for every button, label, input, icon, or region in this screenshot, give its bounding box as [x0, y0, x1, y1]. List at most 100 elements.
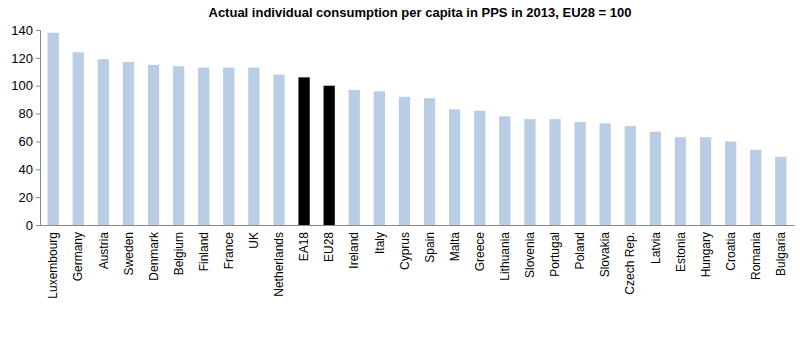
bar	[223, 68, 234, 225]
x-tick-label: Croatia	[724, 232, 738, 271]
x-tick: Italy	[373, 232, 387, 254]
bar	[574, 122, 585, 225]
x-tick-label: Romania	[749, 232, 763, 280]
y-tick: 120	[11, 51, 40, 66]
x-tick-label: Luxembourg	[46, 232, 60, 299]
x-tick-label: Bulgaria	[774, 232, 788, 276]
x-tick-label: Lithuania	[498, 232, 512, 281]
x-tick-label: Latvia	[649, 232, 663, 264]
x-tick-label: France	[222, 232, 236, 270]
x-tick: Finland	[197, 232, 211, 271]
y-tick-mark	[36, 58, 40, 59]
bar	[675, 137, 686, 225]
x-tick: Luxembourg	[46, 232, 60, 299]
x-tick: Latvia	[649, 232, 663, 264]
bar	[73, 52, 84, 225]
x-tick-label: Sweden	[122, 232, 136, 275]
y-tick-label: 100	[11, 78, 33, 93]
title: Actual individual consumption per capita…	[209, 5, 632, 20]
x-tick: Ireland	[347, 232, 361, 269]
x-axis: Luxembourg Germany Austria Sweden Denmark Bel…	[41, 226, 795, 299]
x-tick: Denmark	[147, 231, 161, 281]
x-tick-label: Czech Rep.	[623, 232, 637, 295]
x-tick: Romania	[749, 232, 763, 280]
x-tick-label: Greece	[473, 232, 487, 272]
bar	[499, 116, 510, 225]
x-tick-label: Denmark	[147, 231, 161, 281]
y-tick-label: 60	[19, 134, 33, 149]
x-tick: EU28	[322, 232, 336, 262]
x-axis-line	[41, 225, 795, 226]
bar	[248, 68, 259, 225]
y-tick-label: 20	[19, 190, 33, 205]
x-tick: Czech Rep.	[623, 232, 637, 295]
bar	[650, 132, 661, 225]
y-tick-label: 40	[19, 162, 33, 177]
x-tick-label: EA18	[297, 232, 311, 262]
y-tick: 60	[19, 134, 40, 149]
bar	[198, 68, 209, 225]
bar	[48, 33, 59, 225]
y-tick: 140	[11, 23, 40, 38]
x-tick: Germany	[71, 232, 85, 281]
x-tick: Portugal	[548, 232, 562, 277]
bar	[98, 59, 109, 225]
y-tick-mark	[36, 141, 40, 142]
bar	[349, 90, 360, 225]
x-tick: France	[222, 232, 236, 270]
x-tick: Cyprus	[398, 232, 412, 270]
x-tick-label: UK	[247, 232, 261, 249]
y-tick: 40	[19, 162, 40, 177]
bar	[625, 126, 636, 225]
bar	[524, 119, 535, 225]
x-tick: Austria	[97, 232, 111, 270]
x-tick-label: Hungary	[699, 232, 713, 277]
x-tick-label: Slovenia	[523, 232, 537, 278]
bar	[123, 62, 134, 225]
x-tick-label: Austria	[97, 232, 111, 270]
x-tick: Sweden	[122, 232, 136, 275]
y-tick: 100	[11, 78, 40, 93]
y-tick-label: 0	[26, 218, 33, 233]
bar	[324, 86, 335, 225]
bar	[700, 137, 711, 225]
y-tick-mark	[36, 114, 40, 115]
x-tick: Croatia	[724, 232, 738, 271]
y-tick-mark	[36, 169, 40, 170]
x-tick-label: Germany	[71, 232, 85, 281]
x-tick: Slovakia	[598, 232, 612, 278]
x-tick-label: Spain	[423, 232, 437, 263]
bar	[474, 111, 485, 225]
bar	[399, 97, 410, 225]
y-tick-label: 120	[11, 51, 33, 66]
y-tick-mark	[36, 86, 40, 87]
x-tick: Belgium	[172, 232, 186, 275]
x-tick-label: Slovakia	[598, 232, 612, 278]
x-tick-label: Netherlands	[272, 232, 286, 297]
bar	[424, 98, 435, 225]
bar	[600, 123, 611, 225]
x-tick-label: Italy	[373, 232, 387, 254]
bars	[48, 33, 787, 225]
y-tick-label: 80	[19, 106, 33, 121]
x-tick: Estonia	[674, 232, 688, 272]
x-tick: Netherlands	[272, 232, 286, 297]
x-tick-label: Belgium	[172, 232, 186, 275]
y-tick: 80	[19, 106, 40, 121]
bar	[374, 91, 385, 225]
y-tick: 0	[26, 218, 40, 233]
x-tick: Malta	[448, 232, 462, 262]
x-tick: Poland	[573, 232, 587, 269]
bar	[725, 141, 736, 225]
y-tick-mark	[36, 225, 40, 226]
y-tick-mark	[36, 197, 40, 198]
x-tick: Greece	[473, 232, 487, 272]
x-tick-label: Finland	[197, 232, 211, 271]
x-tick: Hungary	[699, 232, 713, 277]
y-tick-mark	[36, 30, 40, 31]
x-tick: Lithuania	[498, 232, 512, 281]
x-tick: Slovenia	[523, 232, 537, 278]
y-axis-line	[36, 31, 41, 226]
x-tick: Bulgaria	[774, 232, 788, 276]
bar	[273, 75, 284, 225]
